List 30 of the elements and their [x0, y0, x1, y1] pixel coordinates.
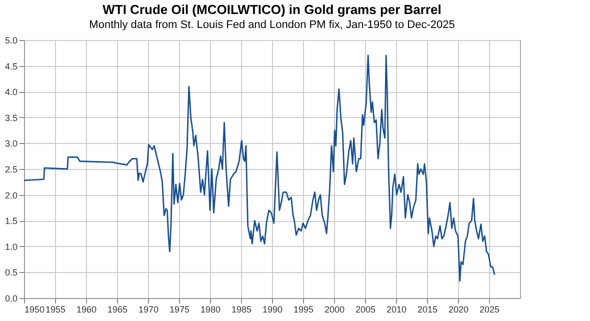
x-tick-label: 1990: [262, 304, 283, 314]
line-series: [23, 54, 496, 282]
y-tick-label: 0.5: [4, 268, 18, 278]
x-tick-label: 1970: [138, 304, 159, 314]
chart-title: WTI Crude Oil (MCOILWTICO) in Gold grams per Barrel: [102, 2, 442, 17]
x-tick-label: 1980: [200, 304, 221, 314]
chart-subtitle: Monthly data from St. Louis Fed and London PM fix, Jan-1950 to Dec-2025: [89, 19, 455, 31]
x-tick-label: 2020: [448, 304, 469, 314]
x-tick-label: 1960: [76, 304, 97, 314]
x-tick-label: 1975: [169, 304, 190, 314]
y-tick-label: 1.0: [4, 242, 18, 252]
x-tick-label: 2000: [324, 304, 345, 314]
x-tick-label: 2005: [355, 304, 376, 314]
y-tick-label: 2.0: [4, 190, 18, 200]
x-tick-label: 1995: [293, 304, 314, 314]
y-tick-label: 2.5: [4, 164, 18, 174]
x-tick-label: 2010: [386, 304, 407, 314]
x-tick-label: 1985: [231, 304, 252, 314]
y-tick-label: 4.5: [4, 61, 18, 72]
x-tick-label: 2025: [479, 304, 500, 314]
x-tick-label: 2015: [417, 304, 438, 314]
y-tick-label: 4.0: [4, 87, 18, 98]
y-tick-label: 1.5: [4, 216, 18, 226]
y-tick-label: 5.0: [4, 36, 18, 46]
x-tick-label: 1950: [24, 304, 45, 314]
x-tick-label: 1965: [107, 304, 128, 314]
x-tick-label: 1955: [45, 304, 66, 314]
y-tick-label: 3.5: [4, 112, 18, 123]
y-tick-label: 3.0: [4, 138, 18, 149]
y-tick-label: 0.0: [4, 294, 18, 304]
